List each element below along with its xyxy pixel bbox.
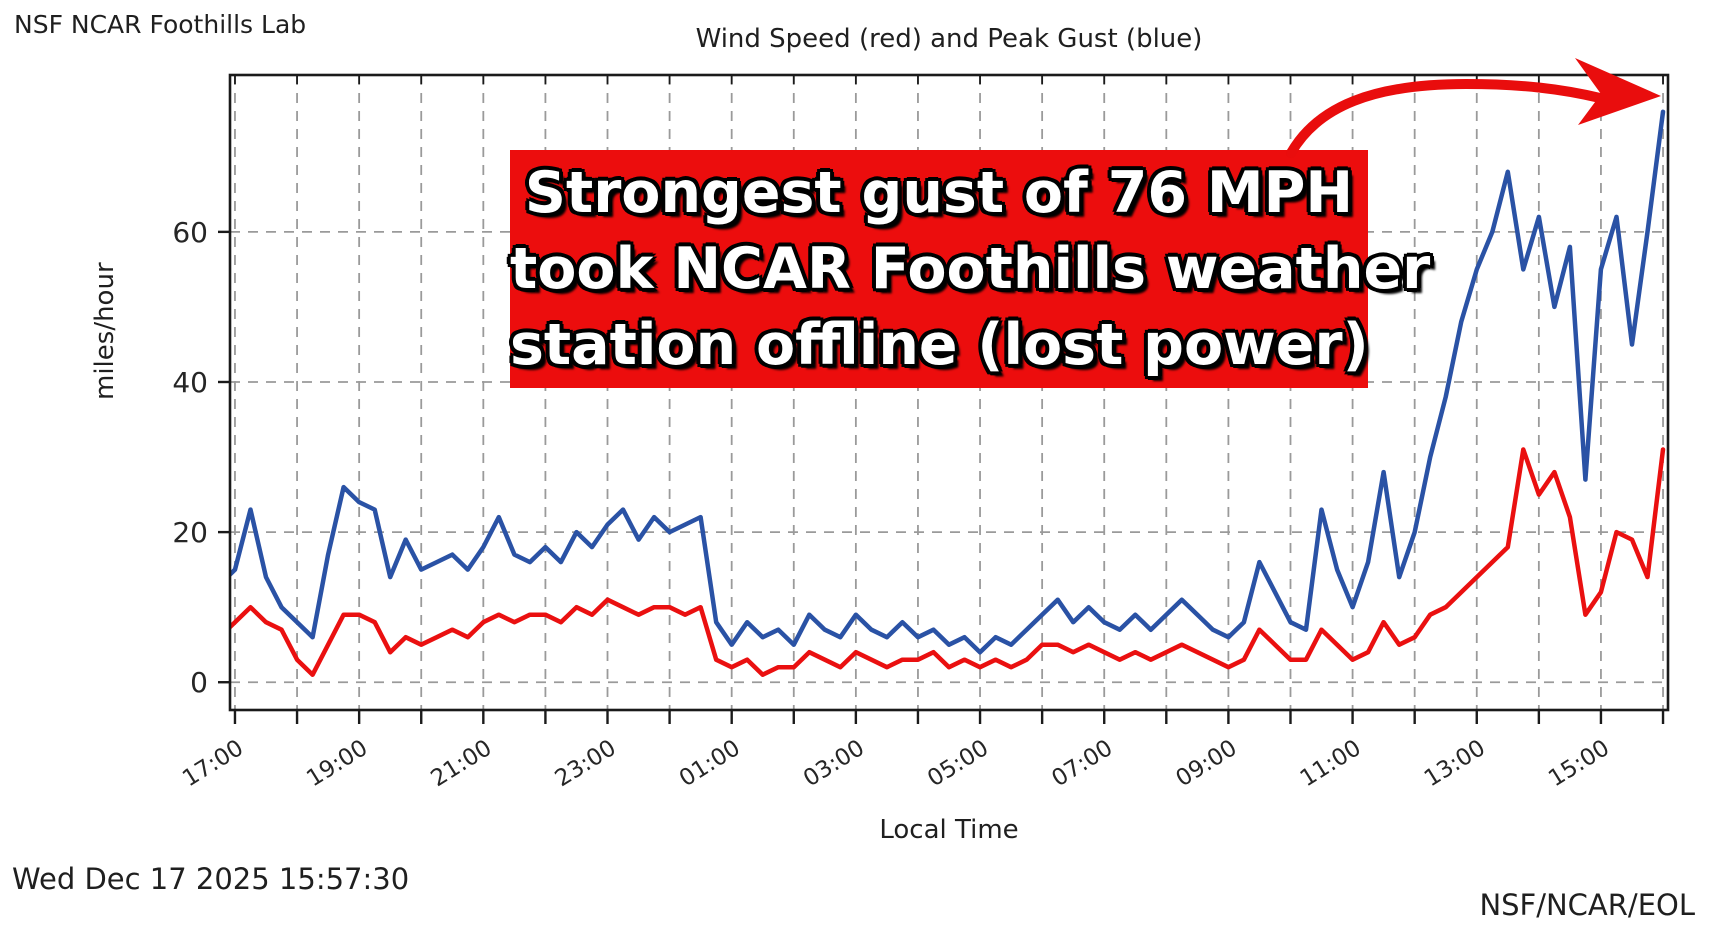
svg-text:01:00: 01:00 — [675, 735, 745, 792]
annotation-line-3: station offline (lost power) — [510, 312, 1369, 378]
x-axis-label: Local Time — [879, 815, 1019, 845]
svg-text:09:00: 09:00 — [1172, 735, 1242, 792]
svg-text:21:00: 21:00 — [427, 735, 497, 792]
svg-text:03:00: 03:00 — [799, 735, 869, 792]
svg-text:60: 60 — [172, 216, 208, 249]
timestamp: Wed Dec 17 2025 15:57:30 — [12, 862, 410, 896]
svg-text:07:00: 07:00 — [1047, 735, 1117, 792]
svg-text:40: 40 — [172, 366, 208, 399]
svg-text:15:00: 15:00 — [1544, 735, 1614, 792]
svg-text:19:00: 19:00 — [302, 735, 372, 792]
svg-text:23:00: 23:00 — [551, 735, 621, 792]
annotation-line-2: took NCAR Foothills weather — [510, 236, 1431, 302]
svg-text:0: 0 — [190, 666, 208, 699]
credit-label: NSF/NCAR/EOL — [1479, 888, 1695, 922]
annotation-box: Strongest gust of 76 MPH took NCAR Footh… — [510, 150, 1431, 388]
station-label: NSF NCAR Foothills Lab — [14, 10, 307, 39]
svg-text:05:00: 05:00 — [923, 735, 993, 792]
annotation-line-1: Strongest gust of 76 MPH — [524, 160, 1354, 226]
svg-text:17:00: 17:00 — [178, 735, 248, 792]
chart-title: Wind Speed (red) and Peak Gust (blue) — [695, 24, 1203, 54]
svg-text:11:00: 11:00 — [1296, 735, 1366, 792]
svg-text:13:00: 13:00 — [1420, 735, 1490, 792]
svg-text:20: 20 — [172, 516, 208, 549]
